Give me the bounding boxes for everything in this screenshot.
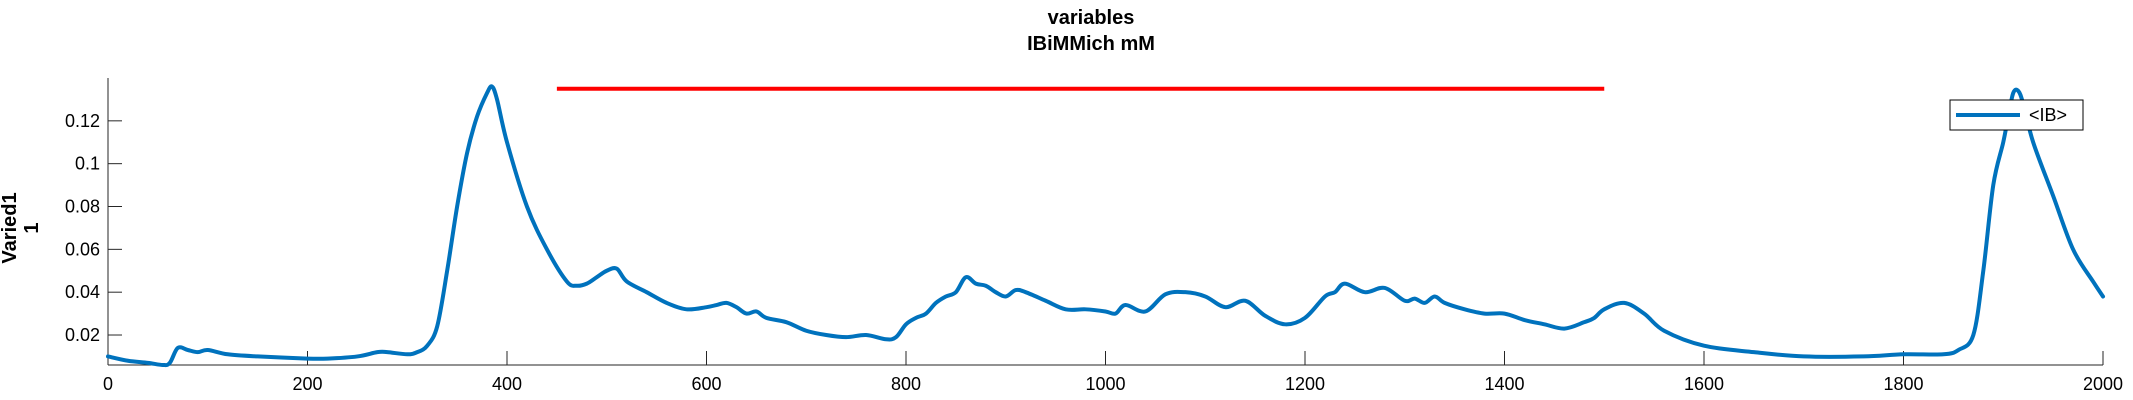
x-tick-label: 1000 — [1085, 374, 1125, 394]
x-tick-label: 0 — [103, 374, 113, 394]
y-tick-label: 0.08 — [65, 197, 100, 217]
chart-title-line-1: variables — [1048, 7, 1135, 29]
chart-title: variables IBiMMich mM — [1027, 7, 1155, 55]
x-tick-label: 1600 — [1684, 374, 1724, 394]
x-tick-label: 400 — [492, 374, 522, 394]
legend: <IB> — [1949, 99, 2084, 131]
y-tick-label: 0.06 — [65, 239, 100, 259]
y-tick-label: 0.1 — [75, 154, 100, 174]
x-tick-label: 1200 — [1285, 374, 1325, 394]
data-series — [106, 84, 2105, 368]
tick-marks — [107, 120, 2104, 365]
y-tick-label: 0.02 — [65, 325, 100, 345]
y-tick-label: 0.12 — [65, 111, 100, 131]
x-tick-label: 2000 — [2083, 374, 2123, 394]
chart-title-line-2: IBiMMich mM — [1027, 33, 1155, 55]
series-line-ib — [106, 84, 2105, 368]
x-tick-label: 200 — [292, 374, 322, 394]
axes — [107, 78, 2103, 366]
y-tick-label: 0.04 — [65, 282, 100, 302]
y-axis-label: Varied1 1 — [0, 192, 43, 263]
tick-labels: 0 200 400 600 800 1000 1200 1400 1600 1800 2000 0.0… — [65, 111, 2123, 394]
y-axis-label-line-1: Varied1 — [0, 192, 21, 263]
x-tick-label: 1400 — [1484, 374, 1524, 394]
x-tick-label: 600 — [691, 374, 721, 394]
y-axis-label-line-2: 1 — [21, 222, 43, 233]
x-tick-label: 800 — [891, 374, 921, 394]
x-tick-label: 1800 — [1883, 374, 1923, 394]
legend-label: <IB> — [2029, 105, 2067, 125]
